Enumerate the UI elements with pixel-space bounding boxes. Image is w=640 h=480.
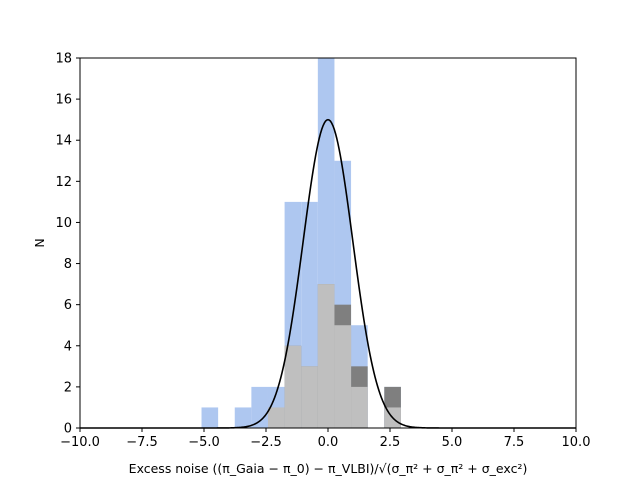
histogram-bar: [334, 325, 352, 428]
histogram-bar: [234, 407, 252, 428]
histogram-bar: [284, 345, 302, 428]
y-axis-ticks: 0 2 4 6 8 10 12 14 16 18: [55, 52, 80, 437]
y-tick-label: 12: [55, 175, 72, 190]
x-tick-label: −7.5: [126, 435, 158, 450]
x-tick-label: −2.5: [250, 435, 282, 450]
y-tick-label: 2: [64, 380, 72, 395]
x-axis-label-main: Excess noise: [129, 461, 209, 476]
x-axis-label: Excess noise ((π_Gaia − π_0) − π_VLBI)/√…: [129, 461, 528, 476]
histogram-bar: [351, 386, 368, 428]
x-axis-ticks: −10.0 −7.5 −5.0 −2.5 0.0 2.5 5.0 7.5 10.0: [60, 428, 590, 450]
y-tick-label: 14: [55, 134, 72, 149]
x-axis-label-formula: ((π_Gaia − π_0) − π_VLBI)/√(σ_π² + σ_π² …: [213, 461, 528, 476]
x-tick-label: 10.0: [562, 435, 591, 450]
x-tick-label: 2.5: [380, 435, 401, 450]
y-tick-label: 10: [55, 216, 72, 231]
x-tick-label: 7.5: [504, 435, 525, 450]
x-tick-label: −5.0: [188, 435, 220, 450]
x-tick-label: −10.0: [60, 435, 100, 450]
histogram-bar: [267, 407, 285, 428]
histogram-bar: [317, 284, 335, 428]
x-tick-label: 5.0: [442, 435, 463, 450]
y-tick-label: 18: [55, 52, 72, 67]
x-tick-label: 0.0: [318, 435, 339, 450]
y-tick-label: 6: [64, 298, 72, 313]
y-tick-label: 16: [55, 93, 72, 108]
y-tick-label: 8: [64, 257, 72, 272]
y-axis-label: N: [32, 238, 47, 247]
histogram-bar: [201, 407, 219, 428]
bars-layer: [201, 58, 401, 428]
histogram-bar: [301, 366, 318, 428]
y-tick-label: 0: [64, 422, 72, 437]
y-tick-label: 4: [64, 339, 72, 354]
